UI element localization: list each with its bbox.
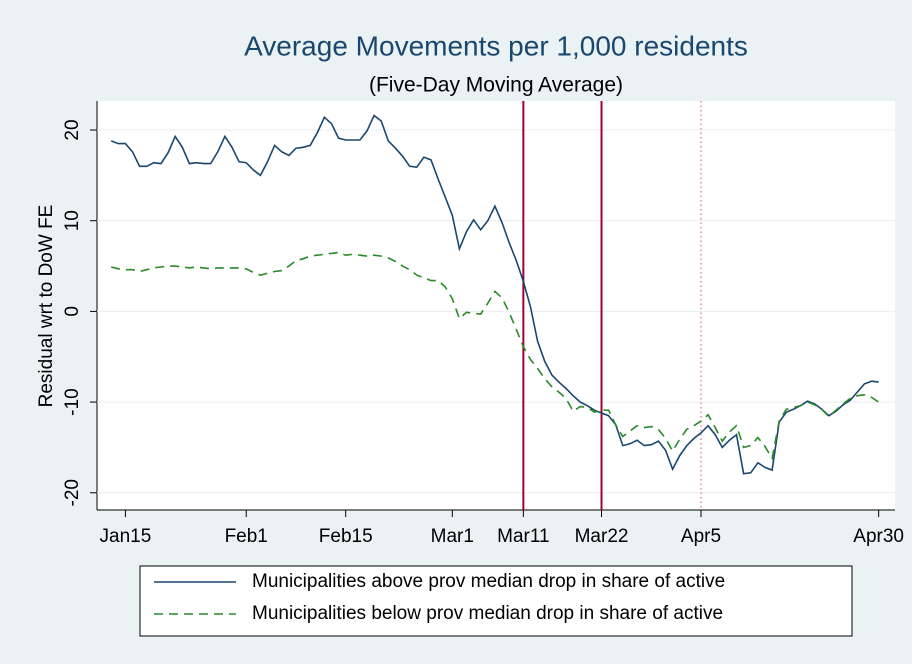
series-line [111, 251, 880, 461]
y-tick-label: 20 [62, 119, 83, 140]
x-tick-label: Apr30 [853, 526, 904, 547]
x-tick-label: Apr5 [681, 526, 721, 547]
y-tick-label: -20 [62, 479, 83, 506]
x-tick-label: Feb15 [319, 526, 373, 547]
chart-title: Average Movements per 1,000 residents [244, 30, 748, 61]
x-tick-label: Feb1 [225, 526, 268, 547]
chart-subtitle: (Five-Day Moving Average) [369, 74, 623, 97]
y-tick-label: 0 [62, 306, 83, 317]
y-axis-label: Residual wrt to DoW FE [36, 205, 57, 408]
x-tick-label: Mar11 [497, 526, 549, 547]
plot-area [97, 101, 895, 510]
legend-label: Municipalities above prov median drop in… [252, 571, 725, 592]
legend-label: Municipalities below prov median drop in… [252, 603, 723, 624]
legend [139, 565, 853, 637]
x-tick-label: Mar22 [575, 526, 629, 547]
x-tick-label: Jan15 [100, 526, 152, 547]
x-tick-label: Mar1 [431, 526, 474, 547]
series-line [110, 114, 879, 475]
y-tick-label: -10 [62, 388, 83, 415]
y-tick-label: 10 [62, 210, 83, 231]
